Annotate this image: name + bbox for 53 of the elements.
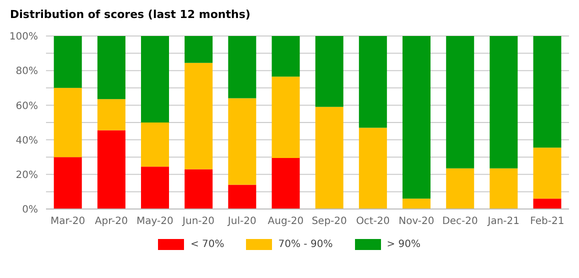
x-tick-label: Oct-20 xyxy=(356,216,390,228)
bar xyxy=(358,36,387,128)
bar xyxy=(97,130,126,209)
x-tick-label: Jan-21 xyxy=(486,216,520,228)
bar xyxy=(141,166,170,209)
legend-label: > 90% xyxy=(386,239,420,250)
bar xyxy=(272,76,300,158)
legend-label: < 70% xyxy=(190,239,224,250)
bar xyxy=(97,99,126,130)
bar xyxy=(97,36,126,100)
chart-title: Distribution of scores (last 12 months) xyxy=(10,8,252,23)
legend-label: 70% - 90% xyxy=(278,239,333,250)
bar xyxy=(315,106,344,209)
x-tick-label: Apr-20 xyxy=(94,216,128,228)
bar xyxy=(490,168,518,209)
x-tick-label: Aug-20 xyxy=(268,216,304,228)
bar xyxy=(54,88,82,158)
x-tick-label: Jun-20 xyxy=(182,216,215,228)
x-tick-label: May-20 xyxy=(136,216,174,228)
bar xyxy=(54,157,82,209)
bar xyxy=(228,184,256,209)
bar xyxy=(272,36,300,77)
x-tick-label: Dec-20 xyxy=(442,216,478,228)
bar xyxy=(141,36,170,122)
x-tick-label: Jul-20 xyxy=(226,216,256,228)
x-tick-label: Mar-20 xyxy=(50,216,86,228)
bar xyxy=(533,148,562,199)
bar xyxy=(184,169,213,209)
bar xyxy=(315,36,344,107)
bar xyxy=(446,168,474,209)
x-tick-label: Nov-20 xyxy=(398,216,434,228)
bar xyxy=(141,122,170,167)
y-tick-label: 20% xyxy=(16,170,38,181)
bar xyxy=(533,36,562,148)
x-tick-label: Sep-20 xyxy=(312,216,347,228)
bar xyxy=(54,36,82,88)
y-tick-label: 80% xyxy=(16,66,38,78)
x-tick-label: Feb-21 xyxy=(530,216,564,228)
bar xyxy=(358,128,387,209)
y-tick-label: 40% xyxy=(16,135,38,146)
bar xyxy=(402,36,431,199)
bar xyxy=(490,36,518,168)
y-tick-label: 60% xyxy=(16,100,38,112)
y-tick-label: 100% xyxy=(9,32,38,43)
bar xyxy=(184,62,213,170)
bar xyxy=(228,36,256,98)
y-tick-label: 0% xyxy=(22,204,38,216)
bar xyxy=(272,158,300,209)
bar xyxy=(533,198,562,209)
bar xyxy=(446,36,474,168)
bar xyxy=(228,98,256,185)
bar xyxy=(184,36,213,63)
bar xyxy=(402,198,431,209)
